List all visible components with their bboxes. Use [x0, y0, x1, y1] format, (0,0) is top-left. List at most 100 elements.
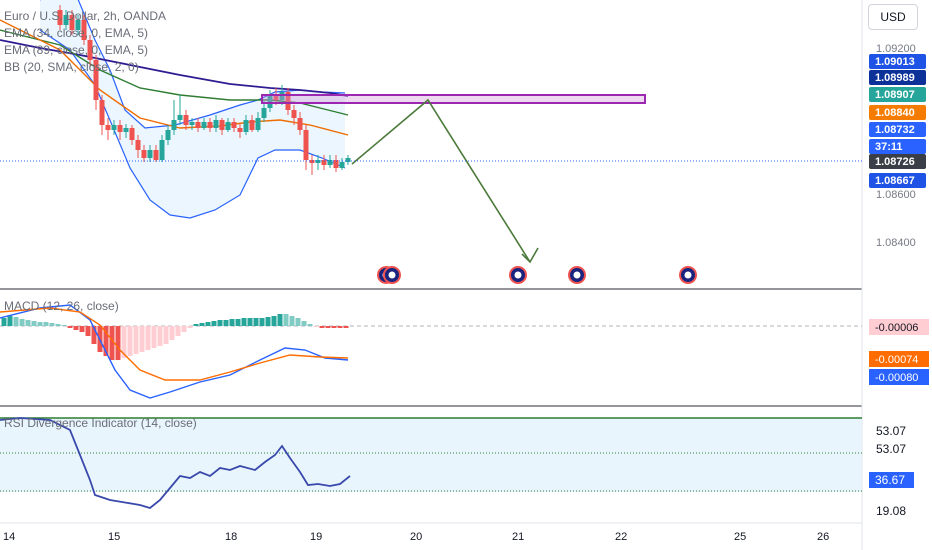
macd-histogram-bar [7, 316, 13, 326]
candle-body [303, 130, 309, 160]
candle-body [243, 120, 249, 132]
candle-body [195, 122, 201, 128]
rsi-tick: 53.07 [876, 442, 906, 456]
ema89-line [0, 39, 349, 97]
macd-histogram-bar [145, 326, 151, 350]
candle-body [99, 100, 105, 125]
price-label: 1.08732 [875, 124, 915, 136]
candle-body [147, 150, 153, 158]
macd-histogram-bar [247, 318, 253, 326]
candle-body [117, 125, 123, 132]
candle-body [183, 115, 189, 125]
macd-histogram-bar [79, 326, 85, 332]
macd-histogram-bar [181, 326, 187, 332]
currency-button[interactable]: USD [868, 4, 918, 30]
macd-histogram-bar [133, 326, 139, 354]
macd-histogram-bar [61, 325, 67, 326]
macd-histogram-bar [103, 326, 109, 356]
candle-body [141, 150, 147, 158]
candle-body [69, 15, 75, 30]
macd-histogram-bar [307, 324, 313, 326]
candle-body [339, 162, 345, 168]
price-label-bg [869, 173, 926, 188]
macd-histogram-bar [211, 321, 217, 326]
resistance-zone-box [261, 94, 646, 104]
rsi-line [0, 417, 351, 509]
macd-label-bg [869, 319, 929, 335]
candle-body [255, 118, 261, 130]
candle-body [171, 120, 177, 130]
time-label: 22 [615, 531, 627, 543]
macd-histogram-bar [283, 314, 289, 326]
price-label-bg [869, 70, 926, 85]
time-label: 15 [108, 531, 120, 543]
price-tick: 1.08600 [876, 189, 916, 201]
macd-histogram-bar [85, 326, 91, 336]
price-label: 37:11 [875, 141, 903, 153]
candle-body [345, 158, 351, 162]
time-label: 19 [310, 531, 322, 543]
macd-histogram-bar [37, 322, 43, 326]
macd-histogram-bar [301, 321, 307, 326]
macd-histogram-bar [139, 326, 145, 352]
ema-green-line [0, 29, 349, 116]
time-label: 26 [817, 531, 829, 543]
candle-body [81, 20, 87, 40]
candle-body [297, 118, 303, 130]
macd-histogram-bar [31, 321, 37, 326]
macd-histogram-bar [49, 323, 55, 326]
rsi-tick: 53.07 [876, 424, 906, 438]
candle-body [219, 120, 225, 130]
candle-body [135, 140, 141, 150]
macd-histogram-bar [67, 326, 73, 328]
macd-histogram-bar [319, 326, 325, 328]
candle-body [189, 122, 195, 125]
candle-body [207, 122, 213, 128]
price-label-bg [869, 54, 926, 69]
macd-histogram-bar [163, 326, 169, 344]
macd-label: -0.00080 [875, 372, 918, 384]
macd-histogram-bar [193, 324, 199, 326]
price-label: 1.09013 [875, 56, 915, 68]
candle-body [213, 120, 219, 128]
candle-body [273, 95, 279, 100]
candle-body [261, 108, 267, 118]
price-label-bg [869, 154, 926, 169]
candle-body [201, 122, 207, 128]
candle-body [237, 128, 243, 132]
macd-histogram-bar [25, 320, 31, 326]
rsi-label: 36.67 [875, 473, 905, 487]
price-label-bg [869, 122, 926, 137]
candle-body [177, 115, 183, 120]
event-flag-icon-dot [388, 271, 396, 279]
macd-histogram-bar [43, 322, 49, 326]
candle-body [321, 160, 327, 165]
price-tick: 1.09200 [876, 43, 916, 55]
macd-histogram-bar [199, 323, 205, 326]
candle-body [57, 10, 63, 25]
macd-histogram-bar [295, 318, 301, 326]
macd-histogram-bar [337, 326, 343, 328]
macd-histogram-bar [235, 319, 241, 326]
candle-body [93, 60, 99, 100]
macd-histogram-bar [187, 326, 193, 328]
macd-histogram-bar [223, 320, 229, 326]
macd-histogram-bar [1, 318, 7, 326]
candle-body [291, 110, 297, 118]
candle-body [267, 95, 273, 108]
price-tick: 1.08400 [876, 237, 916, 249]
candle-body [111, 125, 117, 130]
candle-body [159, 140, 165, 160]
rsi-tick: 19.08 [876, 504, 906, 518]
event-flag-icon-dot [573, 271, 581, 279]
price-label-bg [869, 87, 926, 102]
projection-arrowhead [521, 247, 539, 264]
macd-label: -0.00074 [875, 354, 918, 366]
price-label: 1.08840 [875, 107, 915, 119]
macd-histogram-bar [343, 326, 349, 328]
projection-path [351, 98, 531, 263]
macd-histogram-bar [13, 317, 19, 326]
macd-histogram-bar [175, 326, 181, 336]
candle-body [87, 40, 93, 60]
